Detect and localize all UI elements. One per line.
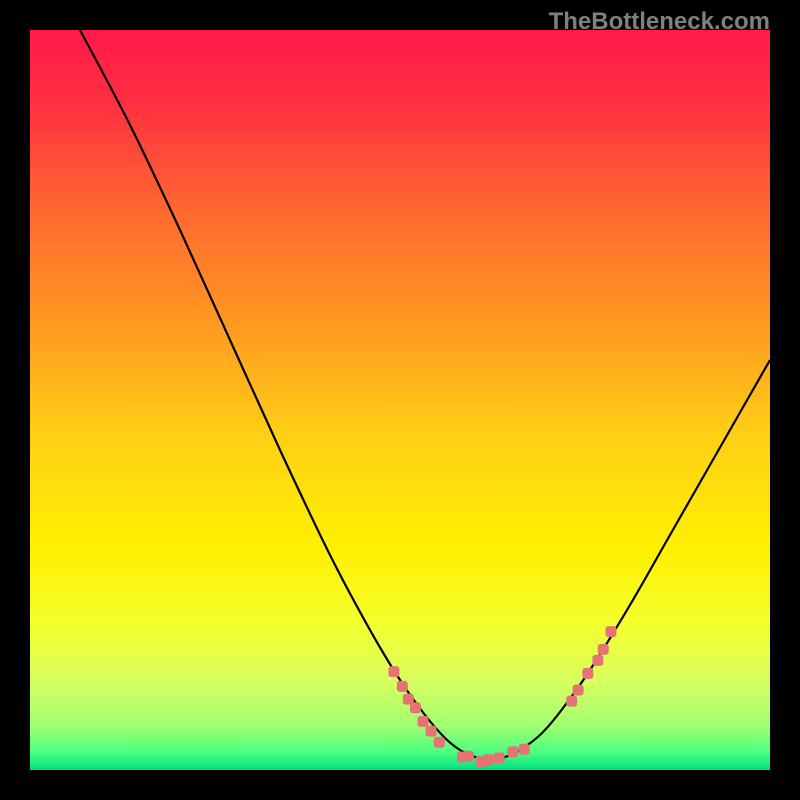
scatter-marker	[507, 746, 518, 757]
scatter-marker	[418, 716, 429, 727]
scatter-marker	[463, 751, 474, 762]
scatter-marker	[519, 744, 530, 755]
curve-layer	[0, 0, 800, 800]
scatter-marker	[434, 737, 445, 748]
scatter-marker	[494, 752, 505, 763]
scatter-marker	[426, 726, 437, 737]
chart-container: TheBottleneck.com	[0, 0, 800, 800]
scatter-marker	[397, 681, 408, 692]
scatter-marker	[592, 655, 603, 666]
scatter-marker	[566, 696, 577, 707]
scatter-marker	[410, 702, 421, 713]
scatter-marker	[483, 754, 494, 765]
scatter-marker	[388, 666, 399, 677]
scatter-marker	[573, 685, 584, 696]
bottleneck-curve	[80, 30, 770, 760]
scatter-group	[388, 626, 616, 767]
scatter-marker	[582, 668, 593, 679]
scatter-marker	[605, 626, 616, 637]
scatter-marker	[598, 644, 609, 655]
